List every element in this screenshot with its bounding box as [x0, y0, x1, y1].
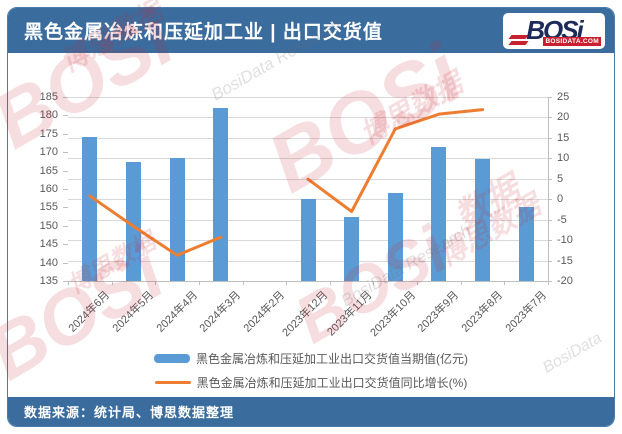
x-axis-tick [155, 281, 157, 285]
x-axis-label: 2023年12月 [280, 289, 331, 340]
y-axis-left-label: 180 [39, 109, 58, 122]
gridline [68, 97, 548, 98]
y-axis-right-label: -20 [557, 275, 573, 287]
left-axis-tick [63, 152, 68, 154]
right-axis-tick [548, 178, 552, 180]
right-axis-tick [548, 199, 552, 201]
logo-subtext: BOSIDATA.COM [543, 37, 601, 46]
right-axis-tick [548, 117, 552, 119]
y-axis-right-label: 25 [557, 91, 570, 103]
bar [213, 108, 229, 281]
legend-line-swatch-icon [154, 381, 191, 384]
x-axis-label: 2024年6月 [66, 289, 113, 335]
y-axis-right-label: -10 [557, 234, 573, 247]
data-source-text: 数据来源：统计局、博思数据整理 [24, 405, 235, 420]
y-axis-left-label: 160 [39, 183, 58, 195]
x-axis-tick [329, 281, 331, 285]
x-axis-label: 2023年8月 [459, 289, 506, 335]
bar [82, 136, 98, 281]
right-axis-tick [548, 158, 552, 160]
bar [431, 147, 447, 281]
left-axis-tick [63, 262, 68, 264]
x-axis-label: 2024年5月 [110, 289, 157, 335]
x-axis-tick [460, 281, 462, 285]
legend-bar-swatch-icon [154, 354, 190, 363]
chart-zone: 黑色金属冶炼和压延加工业出口交货值当期值(亿元) 黑色金属冶炼和压延加工业出口交… [8, 53, 614, 397]
y-axis-right-label: 10 [557, 152, 570, 165]
left-axis-tick [63, 133, 68, 135]
right-axis-tick [548, 260, 552, 262]
y-axis-left-label: 165 [39, 164, 58, 177]
x-axis-tick [242, 281, 244, 285]
left-axis-tick [63, 281, 68, 282]
x-axis-tick [373, 281, 375, 285]
page-title: 黑色金属冶炼和压延加工业 | 出口交货值 [24, 22, 383, 43]
y-axis-right-label: 0 [557, 193, 564, 206]
y-axis-left-label: 185 [39, 91, 58, 103]
y-axis-left-label: 150 [39, 219, 58, 232]
bar [125, 162, 141, 281]
x-axis-tick [548, 281, 549, 285]
left-axis-tick [63, 207, 68, 209]
x-axis-label: 2023年10月 [367, 289, 418, 340]
x-axis-label: 2024年3月 [197, 289, 244, 335]
y-axis-left-label: 175 [39, 127, 58, 140]
left-axis-tick [63, 115, 68, 117]
y-axis-left-label: 155 [39, 201, 58, 214]
x-axis-label: 2023年7月 [503, 289, 549, 335]
x-axis-tick [111, 281, 113, 285]
y-axis-right-label: 20 [557, 111, 570, 124]
bar [387, 193, 403, 281]
footer: 数据来源：统计局、博思数据整理 [8, 397, 614, 426]
legend-item-line: 黑色金属冶炼和压延加工业出口交货值同比增长(%) [154, 374, 468, 391]
chart-card: 黑色金属冶炼和压延加工业 | 出口交货值 BOSi BOSIDATA.COM 黑… [7, 7, 615, 427]
y-axis-left-label: 145 [39, 238, 58, 251]
right-axis-tick [548, 240, 552, 242]
bosi-logo: BOSi BOSIDATA.COM [503, 13, 605, 49]
y-axis-left-label: 170 [39, 146, 58, 159]
y-axis-left-label: 135 [39, 275, 58, 287]
legend: 黑色金属冶炼和压延加工业出口交货值当期值(亿元) 黑色金属冶炼和压延加工业出口交… [8, 350, 614, 391]
left-axis-tick [63, 189, 68, 190]
bar [518, 207, 534, 281]
legend-label: 黑色金属冶炼和压延加工业出口交货值当期值(亿元) [196, 352, 468, 366]
trend-line-segment [88, 194, 223, 257]
left-axis-tick [63, 225, 68, 227]
header: 黑色金属冶炼和压延加工业 | 出口交货值 BOSi BOSIDATA.COM [8, 8, 614, 53]
right-axis-tick [548, 219, 552, 221]
x-axis-tick [286, 281, 288, 285]
left-axis-tick [63, 97, 68, 98]
bar [344, 217, 360, 281]
y-axis-right-label: -15 [557, 254, 573, 267]
bar [300, 199, 316, 281]
right-axis-tick [548, 97, 552, 98]
y-axis-right-label: 15 [557, 131, 570, 144]
legend-label: 黑色金属冶炼和压延加工业出口交货值同比增长(%) [196, 376, 468, 390]
x-axis-tick [68, 281, 69, 285]
bar [475, 159, 491, 281]
left-axis-tick [63, 244, 68, 246]
right-axis-tick [548, 137, 552, 139]
x-axis-tick [504, 281, 506, 285]
x-axis-label: 2023年11月 [324, 289, 375, 339]
gridline [68, 137, 548, 139]
right-axis-tick [548, 281, 552, 282]
x-axis-line [68, 281, 548, 282]
x-axis-label: 2024年4月 [154, 289, 200, 335]
legend-item-bars: 黑色金属冶炼和压延加工业出口交货值当期值(亿元) [154, 350, 468, 367]
bar [169, 158, 185, 281]
y-axis-right-label: -5 [557, 213, 567, 226]
x-axis-tick [417, 281, 419, 285]
y-axis-right-label: 5 [557, 172, 564, 185]
gridline [68, 117, 548, 119]
right-axis-line [548, 97, 549, 281]
left-axis-tick [63, 170, 68, 172]
y-axis-left-label: 140 [39, 256, 58, 269]
x-axis-tick [198, 281, 200, 285]
x-axis-label: 2023年9月 [415, 289, 462, 335]
